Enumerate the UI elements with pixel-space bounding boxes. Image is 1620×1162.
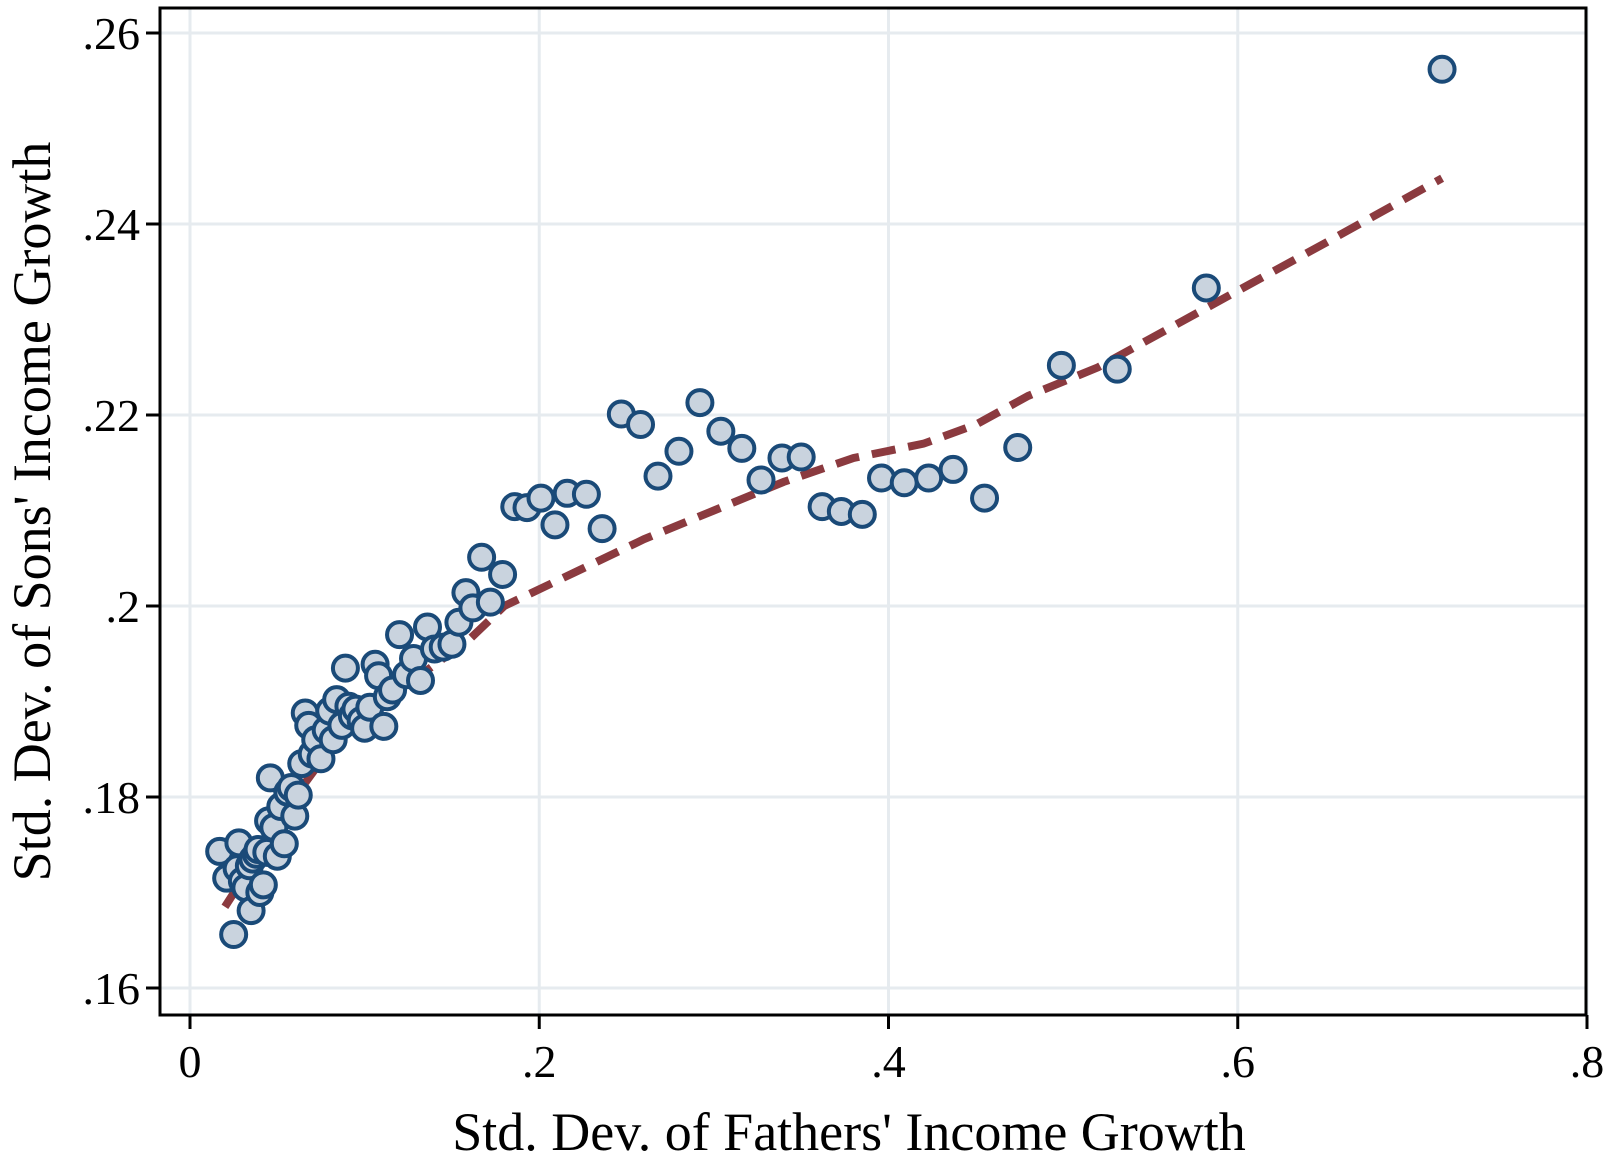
data-point [269,829,299,859]
x-tick-label: .2 [522,1036,557,1087]
x-tick-label: .8 [1570,1036,1605,1087]
y-tick-label: .26 [83,8,141,59]
y-tick-label: .2 [106,581,141,632]
data-point [219,920,249,950]
data-point [248,870,278,900]
x-axis-title: Std. Dev. of Fathers' Income Growth [452,1102,1246,1162]
data-point [786,442,816,472]
data-point [847,499,877,529]
data-point [664,436,694,466]
y-tick-label: .18 [83,772,141,823]
scatter-points [205,54,1457,950]
data-point [889,468,919,498]
data-point [685,388,715,418]
data-point [488,559,518,589]
data-point [727,433,757,463]
data-point [970,483,1000,513]
y-axis-title: Std. Dev. of Sons' Income Growth [2,142,62,882]
data-point [1191,273,1221,303]
data-point [330,653,360,683]
data-point [626,410,656,440]
x-tick-label: .4 [871,1036,906,1087]
data-point [475,587,505,617]
y-tick-label: .22 [83,390,141,441]
data-point [526,483,556,513]
data-point [1046,350,1076,380]
axis-ticks: 0 .2 .4 .6 .8 .16 .18 .2 .22 .24 .26 [83,8,1605,1087]
data-point [706,416,736,446]
y-tick-label: .16 [83,963,141,1014]
data-point [406,665,436,695]
data-point [540,510,570,540]
data-point [467,542,497,572]
data-point [746,465,776,495]
data-point [587,514,617,544]
x-tick-label: 0 [179,1036,202,1087]
x-tick-label: .6 [1221,1036,1256,1087]
data-point [385,620,415,650]
data-point [283,780,313,810]
data-point [1427,54,1457,84]
data-point [867,463,897,493]
data-point [571,479,601,509]
plot-frame [158,6,1588,1017]
y-tick-label: .24 [83,199,141,250]
data-point [369,711,399,741]
data-point [643,461,673,491]
data-point [914,463,944,493]
data-point [1003,432,1033,462]
data-point [938,454,968,484]
data-point [1102,354,1132,384]
